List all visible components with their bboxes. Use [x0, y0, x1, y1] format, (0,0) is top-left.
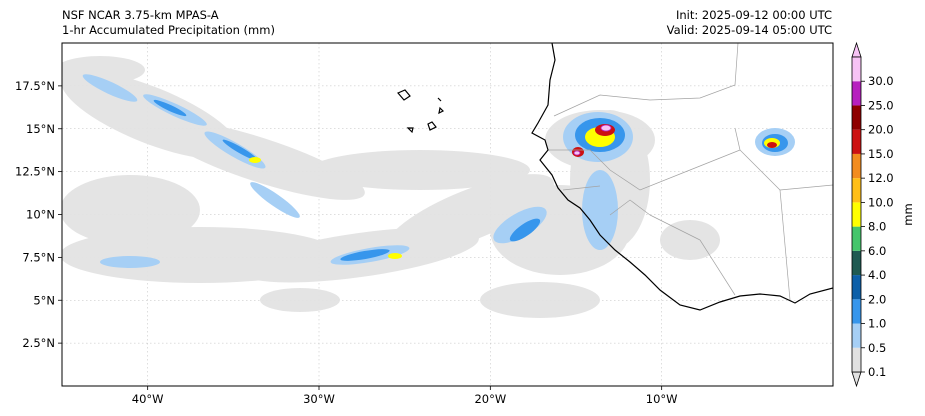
lat-tick-label: 7.5°N [22, 250, 55, 264]
lat-tick-label: 10°N [26, 208, 55, 222]
country-borders [548, 43, 833, 301]
init-time: Init: 2025-09-12 00:00 UTC [676, 8, 832, 22]
field-title: 1-hr Accumulated Precipitation (mm) [62, 23, 275, 37]
colorbar-tick-label: 10.0 [868, 195, 894, 209]
lat-tick-label: 17.5°N [15, 79, 55, 93]
colorbar-segment [852, 178, 861, 203]
valid-time: Valid: 2025-09-14 05:00 UTC [666, 23, 832, 37]
colorbar-tick-label: 0.5 [868, 341, 886, 355]
colorbar-tick-label: 6.0 [868, 244, 886, 258]
lon-tick-label: 10°W [646, 392, 678, 406]
lat-tick-label: 5°N [33, 293, 55, 307]
colorbar-segment [852, 250, 861, 276]
precip-field [62, 56, 795, 318]
colorbar-segment [852, 275, 861, 300]
colorbar-segment [852, 226, 861, 251]
colorbar-segment [852, 153, 861, 179]
coastline [397, 43, 833, 311]
model-title: NSF NCAR 3.75-km MPAS-A [62, 8, 219, 22]
colorbar-tick-label: 2.0 [868, 292, 886, 306]
colorbar-segment [852, 105, 861, 130]
colorbar-tick-label: 25.0 [868, 98, 894, 112]
colorbar-segment [852, 202, 861, 227]
axis-ticks: 2.5°N 5°N 7.5°N 10°N 12.5°N 15°N 17.5°N 40°W 30°… [15, 79, 678, 406]
colorbar-max-arrow [851, 41, 862, 58]
lon-tick-label: 20°W [474, 392, 506, 406]
colorbar-tick-label: 30.0 [868, 74, 894, 88]
lon-tick-label: 40°W [132, 392, 164, 406]
colorbar-frame [851, 56, 862, 373]
colorbar: 0.1 0.5 1.0 2.0 4.0 6.0 8.0 10.0 12.0 15.0 20.0 25.… [851, 41, 915, 388]
colorbar-unit-label: mm [901, 203, 915, 225]
colorbar-tick-label: 20.0 [868, 123, 894, 137]
colorbar-tick-label: 12.0 [868, 171, 894, 185]
colorbar-segment [852, 81, 861, 106]
colorbar-segment [852, 323, 861, 348]
colorbar-segment [852, 299, 861, 324]
lon-tick-label: 30°W [303, 392, 335, 406]
colorbar-segment [852, 347, 861, 372]
colorbar-segment [852, 129, 861, 154]
lat-tick-label: 12.5°N [15, 165, 55, 179]
colorbar-tick-label: 15.0 [868, 147, 894, 161]
title-left: NSF NCAR 3.75-km MPAS-A 1-hr Accumulated… [62, 8, 275, 38]
lat-tick-label: 2.5°N [22, 336, 55, 350]
title-right: Init: 2025-09-12 00:00 UTC Valid: 2025-0… [560, 8, 832, 38]
colorbar-min-arrow [851, 371, 862, 388]
colorbar-tick-label: 1.0 [868, 317, 886, 331]
colorbar-tick-label: 4.0 [868, 268, 886, 282]
colorbar-tick-label: 8.0 [868, 220, 886, 234]
lat-tick-label: 15°N [26, 122, 55, 136]
colorbar-segment [852, 57, 861, 82]
colorbar-tick-label: 0.1 [868, 365, 886, 379]
